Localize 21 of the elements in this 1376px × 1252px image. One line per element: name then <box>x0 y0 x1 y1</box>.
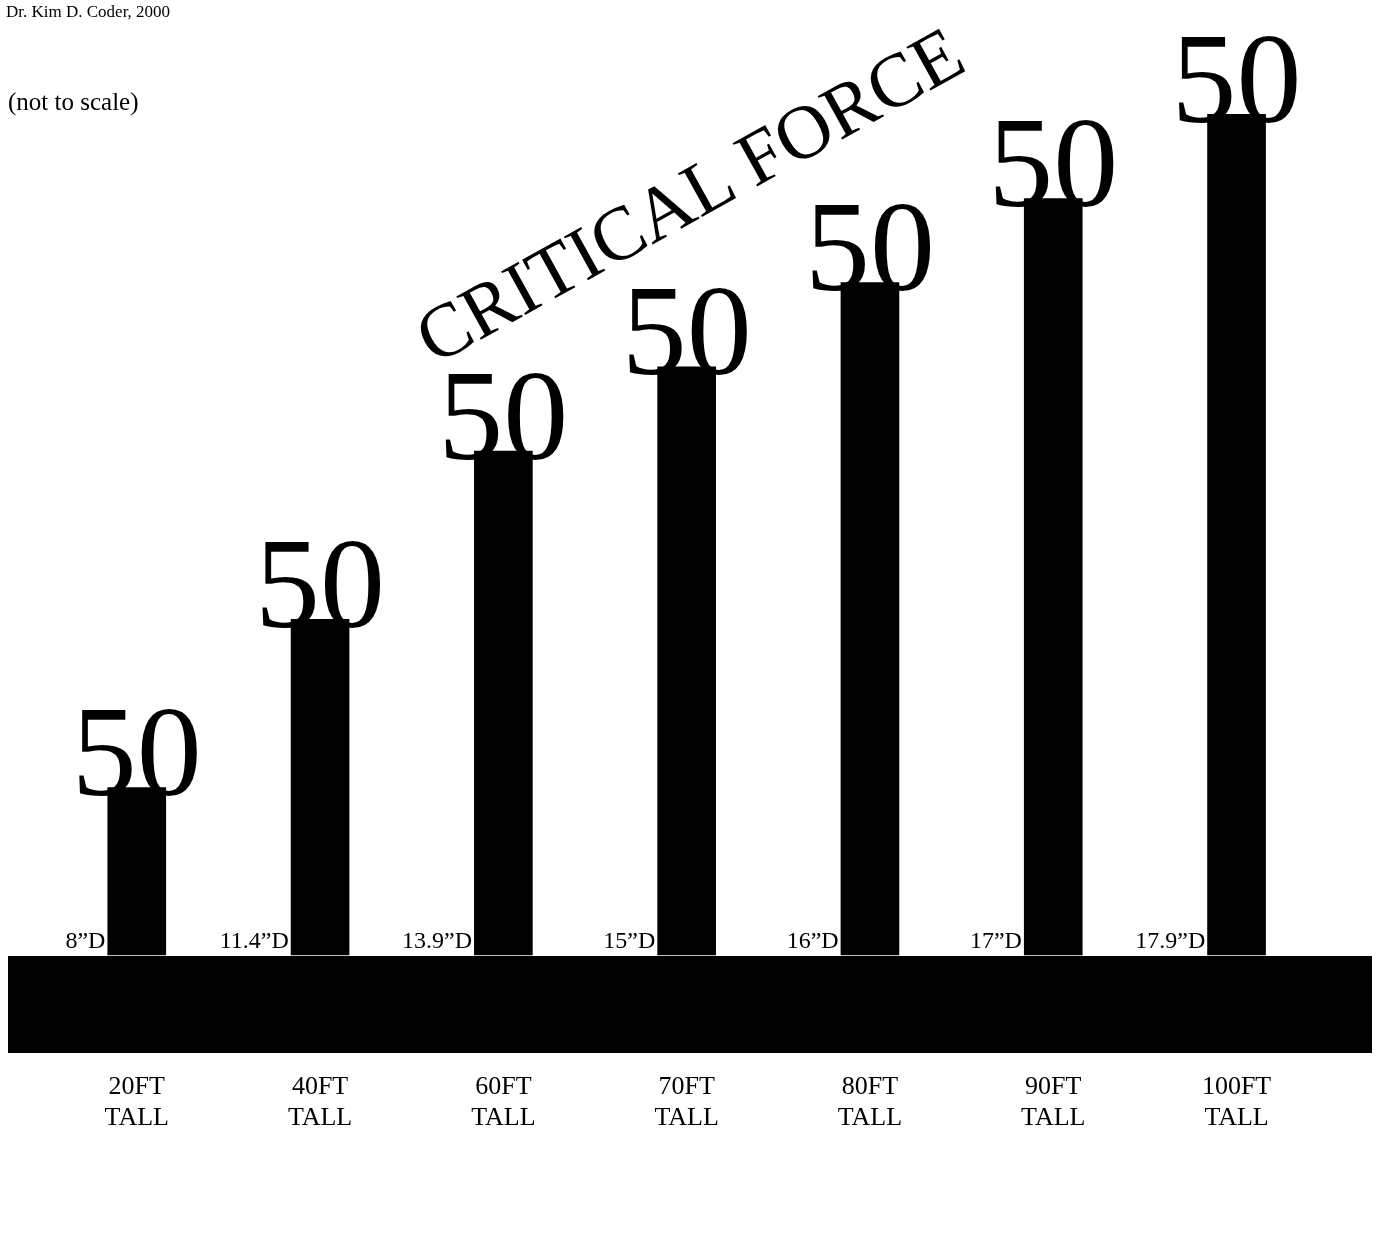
x-tick-label: 80FT TALL <box>837 1071 903 1132</box>
annotation: 17”D <box>969 926 1022 953</box>
annotation: 11.4”D <box>219 926 289 953</box>
annotation: 50 <box>1171 6 1302 150</box>
annotation: 8”D <box>65 926 106 953</box>
x-tick-label: 70FT TALL <box>654 1071 719 1132</box>
annotation: (not to scale) <box>8 88 139 116</box>
annotation: 13.9”D <box>402 926 473 953</box>
x-tick-label: 90FT TALL <box>1021 1071 1086 1132</box>
annotation: 17.9”D <box>1135 926 1206 953</box>
x-tick-label: 20FT TALL <box>104 1071 169 1132</box>
annotation: 50 <box>988 90 1119 235</box>
annotation: 50 <box>71 679 202 824</box>
annotation: 50 <box>804 174 935 319</box>
x-tick-label: 100FT TALL <box>1201 1071 1272 1132</box>
annotation: 50 <box>255 510 386 655</box>
annotation: 15”D <box>603 926 656 953</box>
x-tick-label: 60FT TALL <box>471 1071 536 1132</box>
x-tick-label: 40FT TALL <box>287 1071 353 1132</box>
text: Dr. Kim D. Coder, 2000 <box>6 2 171 22</box>
annotation: 16”D <box>786 926 839 953</box>
